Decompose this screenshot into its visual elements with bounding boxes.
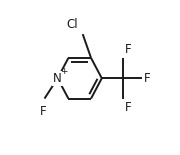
Text: F: F [40,104,47,117]
Text: F: F [125,101,131,114]
Text: Cl: Cl [66,18,78,31]
Text: N: N [53,72,62,85]
Text: F: F [125,43,131,56]
Text: F: F [144,72,150,85]
Text: +: + [60,67,68,76]
